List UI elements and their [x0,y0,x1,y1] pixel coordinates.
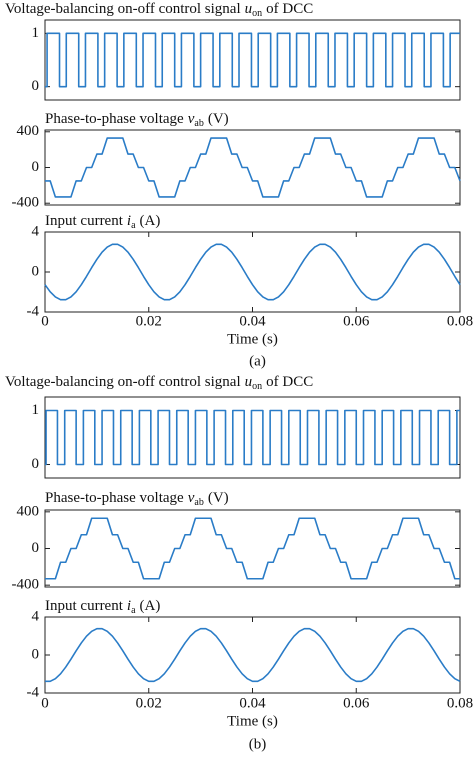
y-tick-label: 4 [32,608,40,624]
plot-frame [44,509,461,588]
title-subscript: a [131,605,136,616]
y-tick-label: 0 [32,78,40,94]
title-text: Input current [45,213,124,229]
title-subscript: on [252,8,262,19]
y-tick-label: -400 [12,195,40,211]
caption: (a) [249,353,266,369]
data-line [44,243,461,301]
y-tick-label: -4 [27,684,40,700]
y-tick-label: 4 [32,223,40,239]
title-subscript: ab [194,497,203,508]
subplot-title: Input current ia (A) [45,213,160,231]
title-symbol: i [127,598,131,614]
y-tick-label: 1 [32,25,40,41]
subplot-title: Phase-to-phase voltage vab (V) [45,490,229,508]
title-symbol: v [188,111,195,127]
title-text: Input current [45,598,124,614]
x-tick-label: 0.06 [343,313,370,329]
subplot-title: Voltage-balancing on-off control signal u… [5,374,313,392]
subplot-title: Voltage-balancing on-off control signal u… [5,1,313,19]
x-tick-label: 0.04 [239,695,266,711]
subplot-title: Input current ia (A) [45,598,160,616]
title-suffix: (V) [208,111,229,127]
title-symbol: u [245,1,253,17]
x-tick-label: 0.02 [136,695,162,711]
y-tick-label: 400 [17,123,40,139]
y-tick-label: -400 [12,577,40,593]
x-tick-label: 0.08 [447,695,473,711]
y-tick-label: 0 [32,159,40,175]
x-axis-label: Time (s) [227,713,278,729]
x-tick-label: 0 [41,313,49,329]
title-text: Phase-to-phase voltage [45,490,184,506]
data-line [45,409,460,466]
y-tick-label: 1 [32,402,40,418]
x-axis-label: Time (s) [227,331,278,347]
x-tick-label: 0.08 [447,313,473,329]
title-suffix: (A) [140,213,161,229]
data-line [45,627,461,683]
y-tick-label: 0 [32,456,40,472]
plot-frame [44,231,461,313]
y-tick-label: 400 [17,503,40,519]
x-tick-label: 0.06 [343,695,370,711]
title-symbol: i [127,213,131,229]
plot-frame [44,19,461,101]
plot-frame [44,396,461,479]
title-suffix: (V) [208,490,229,506]
title-symbol: v [188,490,195,506]
title-subscript: ab [194,118,203,129]
title-text: Phase-to-phase voltage [45,111,184,127]
title-suffix: of DCC [266,1,313,17]
data-line [45,32,460,88]
y-tick-label: 0 [32,646,40,662]
x-tick-label: 0.04 [239,313,266,329]
y-tick-label: 0 [32,540,40,556]
title-suffix: of DCC [266,374,313,390]
x-tick-label: 0.02 [136,313,162,329]
subplot-title: Phase-to-phase voltage vab (V) [45,111,229,129]
title-text: Voltage-balancing on-off control signal [5,1,241,17]
title-symbol: u [245,374,253,390]
caption: (b) [249,736,267,752]
data-line [45,517,460,580]
title-subscript: on [252,381,262,392]
y-tick-label: 0 [32,263,40,279]
title-subscript: a [131,220,136,231]
data-line [45,137,461,198]
y-tick-label: -4 [27,303,40,319]
title-suffix: (A) [140,598,161,614]
x-tick-label: 0 [41,695,49,711]
title-text: Voltage-balancing on-off control signal [5,374,241,390]
